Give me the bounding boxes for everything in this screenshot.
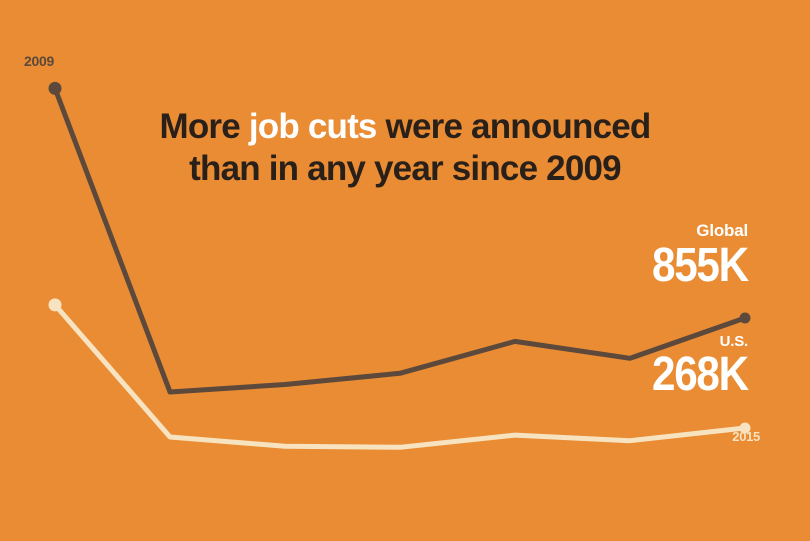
global-value-label: 855K	[652, 239, 749, 292]
global-line	[52, 85, 748, 395]
label-start-year-2009: 2009	[24, 53, 54, 69]
chart-title-line2: than in any year since 2009	[189, 149, 622, 188]
title-highlight-job-cuts: job cuts	[248, 107, 378, 146]
title-part2: were announced	[376, 107, 652, 146]
global-end-dot	[739, 312, 751, 324]
us-end-dot	[739, 422, 751, 434]
us-annotation: U.S. 268K	[639, 333, 749, 401]
global-start-dot	[48, 81, 62, 95]
line-endpoint-dots	[48, 81, 751, 434]
global-annotation: Global 855K	[639, 221, 749, 292]
label-end-year-2015: 2015	[732, 429, 760, 444]
us-start-dot	[48, 298, 62, 312]
global-series-label: Global	[696, 221, 748, 240]
us-series-label: U.S.	[719, 333, 749, 350]
us-line	[52, 302, 748, 450]
us-value-label: 268K	[652, 348, 749, 401]
chart-title-line1: More job cuts were announced	[0, 106, 810, 148]
chart-title: More job cuts were announced than in any…	[0, 106, 810, 190]
title-part1: More	[159, 107, 249, 146]
